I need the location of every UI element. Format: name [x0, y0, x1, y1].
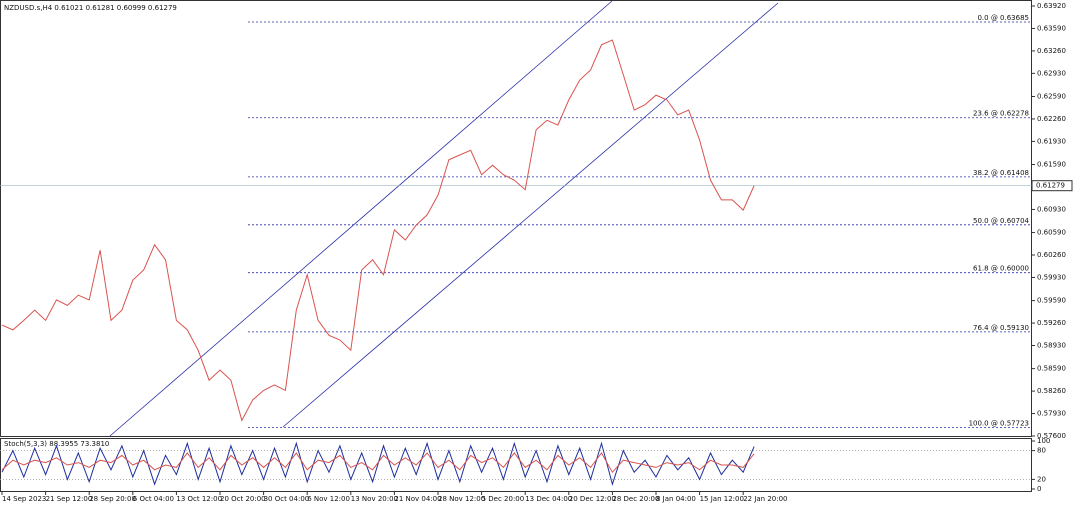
y-tick-label: 20 [1037, 475, 1046, 483]
x-tick-label: 13 Nov 20:00 [351, 495, 398, 503]
y-tick-label: 0.57600 [1037, 432, 1066, 440]
price-panel [0, 0, 1032, 437]
fib-label: 76.4 @ 0.59130 [973, 324, 1029, 332]
y-tick-label: 0.61590 [1037, 161, 1066, 169]
x-tick-label: 6 Nov 12:00 [307, 495, 350, 503]
y-tick-label: 0.62590 [1037, 92, 1066, 100]
stoch-title: Stoch(5,3,3) 88.3955 73.3810 [4, 440, 109, 448]
y-tick-label: 0.62930 [1037, 69, 1066, 77]
x-tick-label: 20 Dec 12:00 [569, 495, 616, 503]
y-tick-label: 0.60590 [1037, 229, 1066, 237]
x-tick-label: 20 Oct 20:00 [220, 495, 266, 503]
x-tick-label: 28 Nov 12:00 [438, 495, 485, 503]
current-price-box [1031, 180, 1073, 192]
y-tick-label: 100 [1037, 437, 1050, 445]
x-tick-label: 22 Jan 20:00 [743, 495, 787, 503]
y-tick-label: 0.57930 [1037, 410, 1066, 418]
y-tick-label: 0.59590 [1037, 297, 1066, 305]
fib-label: 23.6 @ 0.62278 [973, 110, 1029, 118]
y-tick-label: 0.61930 [1037, 137, 1066, 145]
y-tick-label: 0.59930 [1037, 273, 1066, 281]
y-tick-label: 0 [1037, 485, 1041, 493]
x-tick-label: 13 Dec 04:00 [525, 495, 572, 503]
y-tick-label: 0.58930 [1037, 342, 1066, 350]
y-tick-label: 0.60930 [1037, 205, 1066, 213]
x-tick-label: 6 Oct 04:00 [133, 495, 174, 503]
x-tick-label: 21 Sep 12:00 [46, 495, 93, 503]
x-tick-label: 14 Sep 2023 [2, 495, 46, 503]
y-tick-label: 0.62260 [1037, 115, 1066, 123]
x-tick-label: 21 Nov 04:00 [394, 495, 441, 503]
fib-label: 38.2 @ 0.61408 [973, 169, 1029, 177]
y-tick-label: 0.59260 [1037, 319, 1066, 327]
x-tick-label: 28 Sep 20:00 [89, 495, 136, 503]
x-tick-label: 13 Oct 12:00 [176, 495, 222, 503]
series-line [1, 39, 755, 422]
channel-line [282, 2, 779, 428]
y-tick-label: 80 [1037, 447, 1046, 455]
x-tick-label: 28 Dec 20:00 [612, 495, 659, 503]
fib-label: 100.0 @ 0.57723 [969, 420, 1029, 428]
fib-label: 0.0 @ 0.63685 [977, 14, 1029, 22]
x-tick-label: 30 Oct 04:00 [264, 495, 310, 503]
fib-label: 61.8 @ 0.60000 [973, 265, 1029, 273]
y-tick-label: 0.63920 [1037, 2, 1066, 10]
y-tick-label: 0.63590 [1037, 24, 1066, 32]
channel-line [109, 0, 613, 437]
series-line [1, 452, 755, 474]
chart-title: NZDUSD.s,H4 0.61021 0.61281 0.60999 0.61… [4, 4, 177, 12]
y-tick-label: 0.58590 [1037, 365, 1066, 373]
x-tick-label: 5 Dec 20:00 [482, 495, 525, 503]
y-tick-label: 0.60260 [1037, 251, 1066, 259]
y-tick-label: 0.63260 [1037, 47, 1066, 55]
y-tick-label: 0.58260 [1037, 387, 1066, 395]
x-tick-label: 8 Jan 04:00 [656, 495, 696, 503]
fib-label: 50.0 @ 0.60704 [973, 217, 1030, 225]
current-price-label: 0.61279 [1036, 182, 1065, 190]
x-tick-label: 15 Jan 12:00 [700, 495, 744, 503]
